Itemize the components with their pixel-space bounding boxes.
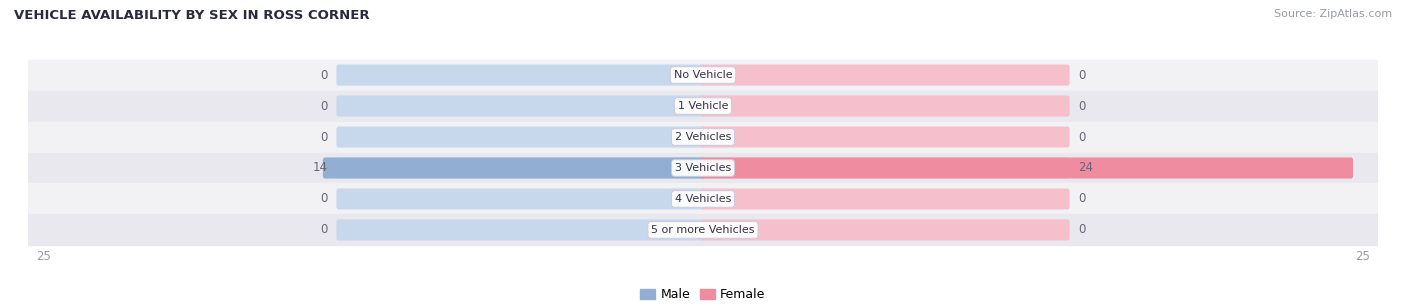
- FancyBboxPatch shape: [336, 64, 706, 86]
- Text: 0: 0: [1078, 192, 1085, 206]
- Bar: [28, 59, 1378, 91]
- FancyBboxPatch shape: [700, 188, 1070, 210]
- FancyBboxPatch shape: [336, 157, 706, 178]
- FancyBboxPatch shape: [700, 127, 1070, 148]
- Text: 24: 24: [1078, 161, 1094, 174]
- Text: 5 or more Vehicles: 5 or more Vehicles: [651, 225, 755, 235]
- FancyBboxPatch shape: [336, 95, 706, 117]
- Text: 25: 25: [1355, 250, 1369, 263]
- Text: 0: 0: [1078, 99, 1085, 113]
- FancyBboxPatch shape: [700, 95, 1070, 117]
- Text: 3 Vehicles: 3 Vehicles: [675, 163, 731, 173]
- Bar: [28, 184, 1378, 214]
- Text: 14: 14: [312, 161, 328, 174]
- Text: No Vehicle: No Vehicle: [673, 70, 733, 80]
- Text: 0: 0: [321, 224, 328, 236]
- Text: 0: 0: [1078, 224, 1085, 236]
- Text: 0: 0: [321, 69, 328, 81]
- Text: 4 Vehicles: 4 Vehicles: [675, 194, 731, 204]
- FancyBboxPatch shape: [700, 64, 1070, 86]
- Text: 1 Vehicle: 1 Vehicle: [678, 101, 728, 111]
- Text: 0: 0: [1078, 131, 1085, 144]
- Text: Source: ZipAtlas.com: Source: ZipAtlas.com: [1274, 9, 1392, 19]
- Text: 2 Vehicles: 2 Vehicles: [675, 132, 731, 142]
- FancyBboxPatch shape: [700, 157, 1353, 178]
- Bar: [28, 91, 1378, 121]
- Legend: Male, Female: Male, Female: [636, 283, 770, 305]
- Text: VEHICLE AVAILABILITY BY SEX IN ROSS CORNER: VEHICLE AVAILABILITY BY SEX IN ROSS CORN…: [14, 9, 370, 22]
- Text: 25: 25: [37, 250, 51, 263]
- Text: 0: 0: [321, 131, 328, 144]
- FancyBboxPatch shape: [336, 188, 706, 210]
- Text: 0: 0: [1078, 69, 1085, 81]
- FancyBboxPatch shape: [700, 157, 1070, 178]
- Bar: [28, 214, 1378, 246]
- Text: 0: 0: [321, 192, 328, 206]
- FancyBboxPatch shape: [700, 219, 1070, 241]
- FancyBboxPatch shape: [323, 157, 706, 178]
- FancyBboxPatch shape: [336, 127, 706, 148]
- Bar: [28, 121, 1378, 152]
- Text: 0: 0: [321, 99, 328, 113]
- FancyBboxPatch shape: [336, 219, 706, 241]
- Bar: [28, 152, 1378, 184]
